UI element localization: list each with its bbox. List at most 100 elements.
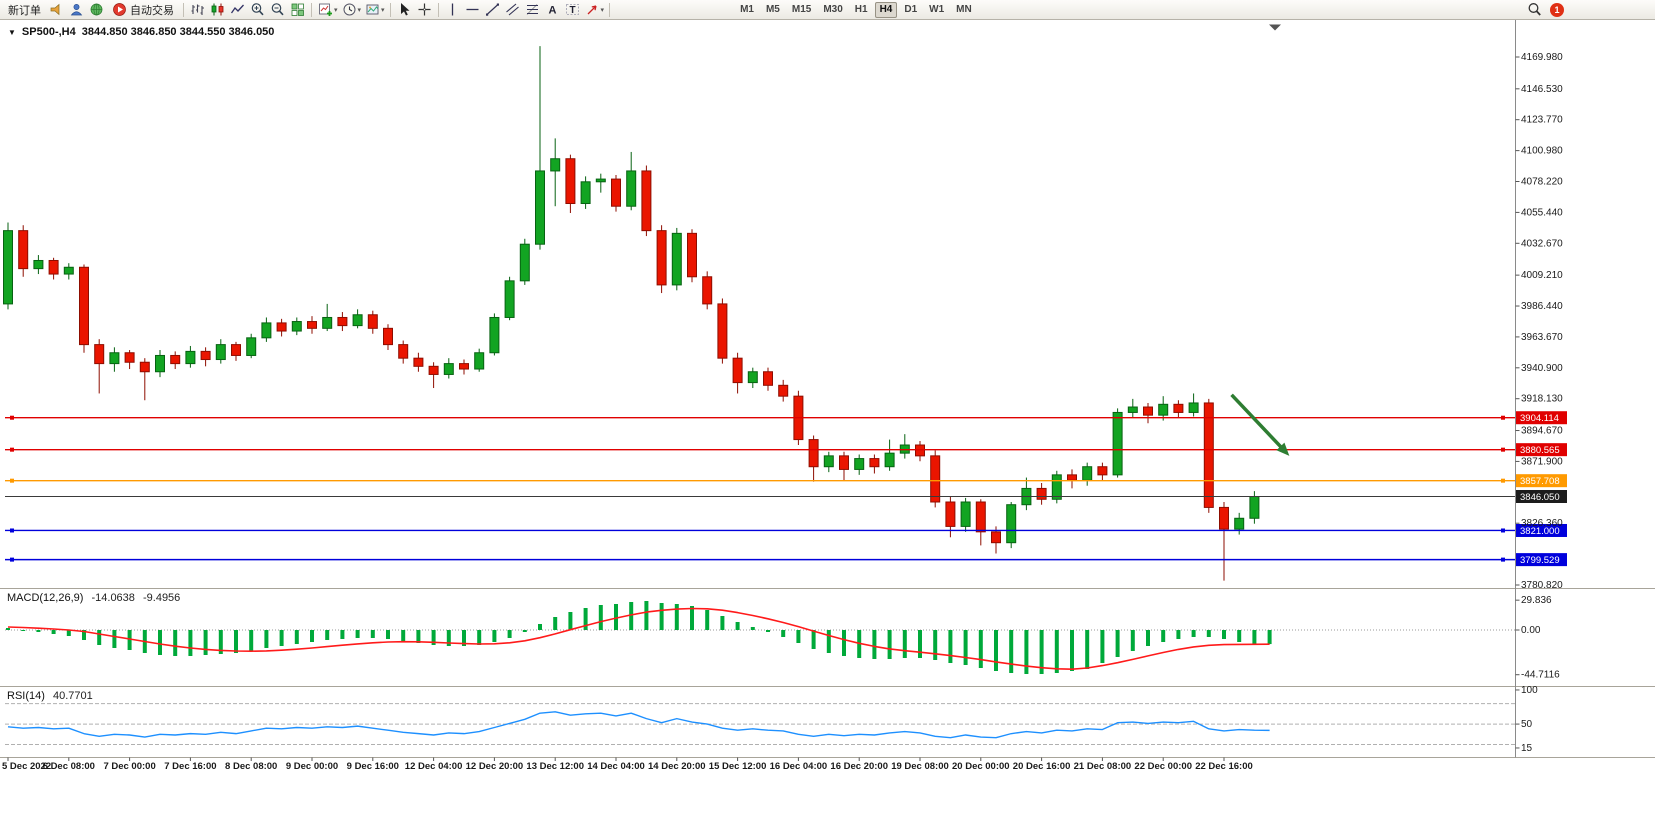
time-tick-label: 16 Dec 04:00: [770, 761, 828, 772]
annotation-arrow[interactable]: [1230, 393, 1285, 451]
price-axis-badge: [1516, 553, 1567, 567]
timeframe-button-d1[interactable]: D1: [899, 2, 922, 18]
candle-body: [474, 352, 485, 370]
new-order-label: 新订单: [8, 4, 41, 17]
trendline-icon[interactable]: [483, 1, 502, 18]
timeframe-button-h4[interactable]: H4: [874, 1, 898, 18]
autotrade-button[interactable]: 自动交易: [107, 1, 179, 18]
macd-histogram-bar: [629, 602, 634, 630]
hline-handle[interactable]: [10, 478, 14, 483]
search-icon[interactable]: [1525, 1, 1544, 18]
tile-windows-icon[interactable]: [288, 1, 307, 18]
macd-histogram-bar: [173, 630, 178, 656]
candle-body: [139, 361, 150, 373]
macd-histogram-bar: [1267, 630, 1272, 645]
price-axis-badge: [1516, 443, 1567, 457]
time-tick-label: 14 Dec 20:00: [648, 761, 706, 772]
candles-chart-icon[interactable]: [208, 1, 227, 18]
new-order-button[interactable]: 新订单: [3, 1, 46, 18]
timeframe-button-mn[interactable]: MN: [951, 2, 977, 18]
accounts-icon[interactable]: [67, 1, 86, 18]
candle-body: [261, 322, 272, 339]
timeframe-button-h1[interactable]: H1: [850, 2, 873, 18]
macd-histogram-bar: [842, 630, 846, 656]
macd-histogram-bar: [1146, 630, 1150, 646]
chevron-down-icon[interactable]: ▾: [357, 6, 362, 14]
hline-handle[interactable]: [10, 447, 14, 452]
chart-shift-marker-icon[interactable]: [1269, 24, 1281, 31]
hline-handle[interactable]: [1501, 447, 1505, 452]
timeframe-button-w1[interactable]: W1: [924, 2, 949, 18]
candle-body: [960, 501, 971, 527]
chevron-down-icon[interactable]: ▾: [334, 6, 338, 14]
hline-handle[interactable]: [10, 557, 14, 562]
timeframe-button-m30[interactable]: M30: [818, 2, 847, 18]
zoom-in-icon[interactable]: [248, 1, 267, 18]
chevron-down-icon[interactable]: ▾: [600, 6, 605, 14]
macd-histogram-bar: [568, 612, 573, 630]
bars-chart-icon[interactable]: [188, 1, 207, 18]
macd-histogram-bar: [1085, 630, 1090, 669]
candle-body: [1158, 403, 1169, 416]
time-tick-label: 20 Dec 00:00: [952, 761, 1010, 772]
candle-body: [1203, 402, 1214, 508]
timeframe-button-m15[interactable]: M15: [787, 2, 816, 18]
hline-handle[interactable]: [1501, 528, 1505, 533]
time-tick-label: 16 Dec 20:00: [830, 761, 888, 772]
hline-handle[interactable]: [1501, 415, 1505, 420]
macd-histogram-bar: [370, 630, 375, 638]
arrows-icon[interactable]: [583, 1, 602, 18]
macd-histogram-bar: [750, 627, 755, 630]
hline-handle[interactable]: [1501, 478, 1505, 483]
macd-histogram-bar: [234, 630, 238, 653]
channel-icon[interactable]: [503, 1, 522, 18]
fibonacci-icon[interactable]: [523, 1, 542, 18]
macd-name: MACD(12,26,9): [7, 592, 84, 604]
hline-icon[interactable]: [463, 1, 482, 18]
price-tick-label: 3963.670: [1521, 332, 1563, 343]
candle-body: [823, 455, 834, 468]
templates-icon[interactable]: [363, 1, 382, 18]
macd-label: MACD(12,26,9) -14.0638 -9.4956: [7, 592, 180, 604]
annotation-arrow-head[interactable]: [1276, 442, 1290, 456]
candle-body: [322, 316, 333, 329]
candle-body: [763, 371, 773, 386]
crosshair-icon[interactable]: [415, 1, 434, 18]
candle-body: [839, 455, 849, 470]
macd-histogram-bar: [1191, 630, 1196, 637]
hline-handle[interactable]: [10, 528, 14, 533]
candle-body: [930, 455, 941, 503]
macd-histogram-bar: [188, 630, 193, 656]
toolbar-separator: [311, 2, 312, 17]
notification-badge[interactable]: 1: [1550, 2, 1564, 17]
periods-icon[interactable]: [340, 1, 359, 18]
price-axis-badge: [1516, 489, 1567, 503]
timeframe-button-m1[interactable]: M1: [735, 2, 759, 18]
hline-handle[interactable]: [1501, 557, 1505, 562]
label-icon[interactable]: T: [563, 1, 582, 18]
quick-trade-toggle-icon[interactable]: ▼: [8, 27, 16, 37]
price-tick-label: 4146.530: [1521, 84, 1563, 95]
timeframe-button-m5[interactable]: M5: [761, 2, 785, 18]
candle-body: [778, 384, 789, 397]
cursor-icon[interactable]: [395, 1, 414, 18]
macd-histogram-bar: [918, 630, 922, 658]
candle-body: [1006, 504, 1017, 544]
timeframe-group: M1 M5 M15 M30 H1 H4 D1 W1 MN: [734, 1, 978, 18]
chart-canvas[interactable]: 3904.114 3880.565 3857.708 3846.050 3821.000…: [0, 20, 1655, 822]
new-chart-icon[interactable]: [316, 1, 335, 18]
macd-histogram-bar: [538, 624, 542, 630]
hline-handle[interactable]: [10, 415, 14, 420]
zoom-out-icon[interactable]: [268, 1, 287, 18]
community-icon[interactable]: [87, 1, 106, 18]
candle-body: [124, 352, 135, 363]
line-chart-icon[interactable]: [228, 1, 247, 18]
macd-histogram-bar: [127, 630, 132, 650]
text-icon[interactable]: A: [543, 1, 562, 18]
candle-body: [595, 178, 606, 183]
chevron-down-icon[interactable]: ▾: [381, 6, 385, 14]
vline-icon[interactable]: [443, 1, 462, 18]
candle-body: [413, 357, 424, 367]
macd-histogram-bar: [811, 630, 816, 649]
megaphone-icon[interactable]: [47, 1, 66, 18]
